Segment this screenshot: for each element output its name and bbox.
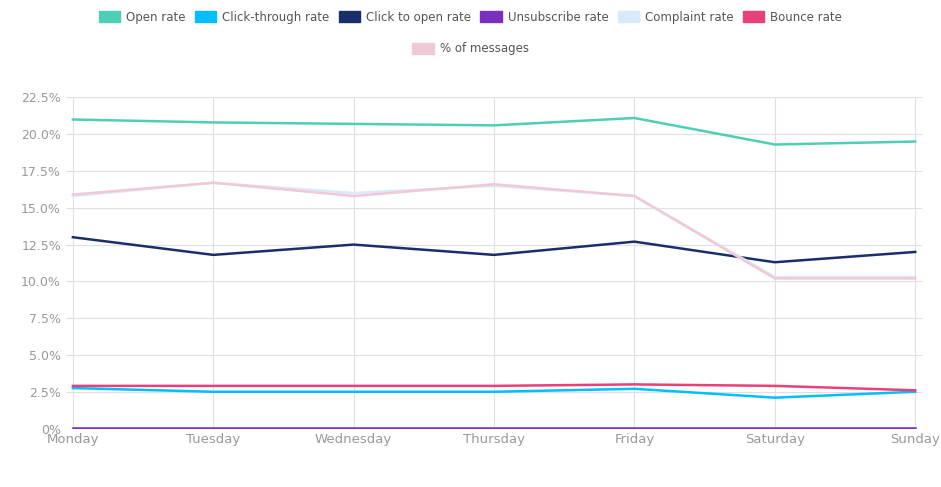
- % of messages: [769, 276, 780, 281]
- % of messages: [910, 276, 921, 281]
- Complaint rate: [488, 183, 500, 188]
- Complaint rate: [910, 274, 921, 280]
- Open rate: [769, 142, 780, 148]
- Line: % of messages: % of messages: [72, 183, 916, 279]
- Click-through rate: [348, 389, 359, 394]
- Complaint rate: [67, 193, 78, 199]
- Click to open rate: [769, 259, 780, 265]
- Click to open rate: [629, 239, 640, 244]
- Click to open rate: [348, 242, 359, 247]
- Line: Click-through rate: Click-through rate: [72, 388, 916, 398]
- Bounce rate: [348, 383, 359, 389]
- Open rate: [348, 121, 359, 127]
- Unsubscribe rate: [208, 425, 219, 431]
- Bounce rate: [629, 381, 640, 387]
- Complaint rate: [208, 180, 219, 186]
- Click-through rate: [629, 386, 640, 392]
- Click-through rate: [769, 395, 780, 401]
- Complaint rate: [769, 274, 780, 280]
- Unsubscribe rate: [769, 425, 780, 431]
- Unsubscribe rate: [629, 425, 640, 431]
- Unsubscribe rate: [348, 425, 359, 431]
- Click-through rate: [910, 389, 921, 394]
- Unsubscribe rate: [488, 425, 500, 431]
- % of messages: [348, 193, 359, 199]
- Click-through rate: [67, 385, 78, 391]
- % of messages: [488, 181, 500, 187]
- Bounce rate: [769, 383, 780, 389]
- Unsubscribe rate: [67, 425, 78, 431]
- Legend: Open rate, Click-through rate, Click to open rate, Unsubscribe rate, Complaint r: Open rate, Click-through rate, Click to …: [94, 6, 847, 28]
- Line: Bounce rate: Bounce rate: [72, 384, 916, 390]
- % of messages: [67, 191, 78, 197]
- Line: Open rate: Open rate: [72, 118, 916, 145]
- Click to open rate: [488, 252, 500, 258]
- Click-through rate: [208, 389, 219, 394]
- % of messages: [629, 193, 640, 199]
- Click to open rate: [67, 234, 78, 240]
- Complaint rate: [629, 193, 640, 199]
- Click to open rate: [208, 252, 219, 258]
- Line: Click to open rate: Click to open rate: [72, 237, 916, 262]
- Bounce rate: [910, 387, 921, 393]
- Open rate: [208, 119, 219, 125]
- Click to open rate: [910, 249, 921, 255]
- Bounce rate: [67, 383, 78, 389]
- Bounce rate: [208, 383, 219, 389]
- Open rate: [629, 115, 640, 121]
- % of messages: [208, 180, 219, 186]
- Complaint rate: [348, 190, 359, 196]
- Open rate: [67, 116, 78, 122]
- Line: Complaint rate: Complaint rate: [72, 183, 916, 277]
- Unsubscribe rate: [910, 425, 921, 431]
- Bounce rate: [488, 383, 500, 389]
- Open rate: [488, 122, 500, 128]
- Click-through rate: [488, 389, 500, 394]
- Open rate: [910, 139, 921, 145]
- Legend: % of messages: % of messages: [407, 37, 534, 60]
